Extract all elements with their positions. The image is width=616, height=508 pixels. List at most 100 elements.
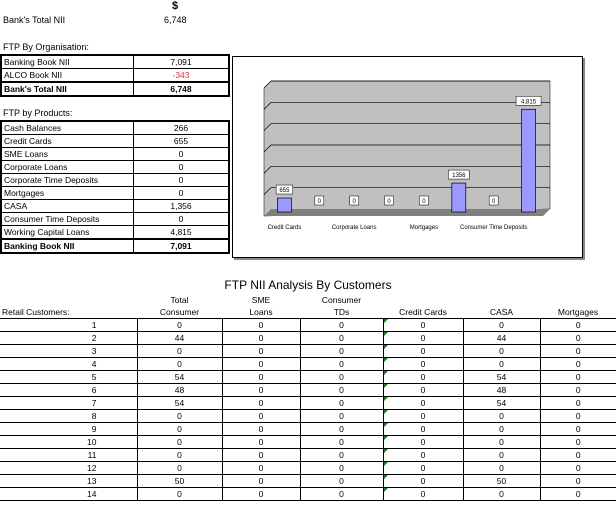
customer-value-cell: 0 [462,448,540,462]
customers-header-cell [540,294,616,306]
customer-id-cell: 9 [0,422,137,436]
org-row-value: 7,091 [133,54,230,69]
customer-value-cell: 0 [382,409,463,423]
customer-value-cell: 0 [299,487,383,501]
chart-gridline-side [263,80,272,89]
customer-value-cell: 0 [462,344,540,358]
customer-value-cell: 0 [299,422,383,436]
customers-table: Total SME Consumer Retail Customers: Consume… [0,294,616,501]
customers-header-cell [383,294,463,306]
customer-value-cell: 44 [136,331,222,345]
product-row: Mortgages 0 [0,186,230,200]
product-row-label: Credit Cards [0,134,134,148]
product-row: Credit Cards 655 [0,134,230,148]
customer-value-cell: 54 [462,396,540,410]
customer-value-cell: 0 [462,318,540,332]
customers-header-row: Total SME Consumer [0,294,616,306]
customer-value-cell: 0 [221,422,300,436]
product-row-value: 266 [133,120,230,135]
customer-value-cell: 0 [221,370,300,384]
customers-header-cell: Credit Cards [383,306,463,319]
customer-value-cell: 0 [382,370,463,384]
product-row-label: CASA [0,199,134,213]
product-row: Working Capital Loans 4,815 [0,225,230,240]
customer-value-cell: 0 [539,487,616,501]
customer-value-cell: 0 [136,448,222,462]
customers-header-cell: CASA [463,306,540,319]
customer-id-cell: 4 [0,357,137,371]
products-chart[interactable]: 655 Credit Cards 0 0 Corporate Loans 0 0 Mortga… [232,56,583,258]
customer-value-cell: 0 [382,331,463,345]
table-row: 14 0 0 0 0 0 0 [0,487,616,501]
customer-value-cell: 0 [539,435,616,449]
customer-value-cell: 0 [299,344,383,358]
chart-data-label-box [488,195,499,206]
customer-value-cell: 0 [299,383,383,397]
customer-value-cell: 50 [462,474,540,488]
customer-value-cell: 0 [382,448,463,462]
chart-data-label-box [515,96,542,106]
customer-value-cell: 0 [539,409,616,423]
products-section-title: FTP by Products: [3,108,73,118]
customer-value-cell: 0 [299,331,383,345]
product-row: CASA 1,356 [0,199,230,213]
customer-value-cell: 0 [299,370,383,384]
org-total-row: Bank's Total NII 6,748 [0,81,230,97]
customers-header-cell: Consumer [137,306,222,319]
product-row-value: 0 [133,160,230,174]
customer-value-cell: 0 [299,318,383,332]
chart-data-label: 0 [318,199,322,205]
customer-value-cell: 0 [299,461,383,475]
customer-value-cell: 0 [221,357,300,371]
customer-value-cell: 0 [221,474,300,488]
chart-gridline-side [263,166,272,174]
product-row-label: Mortgages [0,186,134,200]
customer-value-cell: 0 [221,409,300,423]
chart-data-label: 0 [353,199,357,205]
product-total-value: 7,091 [133,238,230,254]
product-row-label: Corporate Loans [0,160,134,174]
chart-data-label: 655 [279,188,290,194]
customer-value-cell: 0 [462,487,540,501]
chart-data-label-box [314,195,325,206]
product-row-label: Cash Balances [0,120,134,135]
customer-value-cell: 0 [539,396,616,410]
customer-value-cell: 0 [221,344,300,358]
customers-header-cell: TDs [300,306,383,319]
chart-data-label: 0 [387,199,391,205]
chart-data-label-box [419,195,429,206]
chart-data-label: 0 [492,199,496,205]
chart-data-label-box [448,169,470,180]
customer-value-cell: 0 [539,422,616,436]
table-row: 6 48 0 0 0 48 0 [0,383,616,397]
chart-floor [264,209,550,216]
customer-value-cell: 0 [382,461,463,475]
table-row: 5 54 0 0 0 54 0 [0,370,616,384]
product-row-value: 4,815 [133,225,230,240]
org-table: Banking Book NII 7,091 ALCO Book NII -343 Ba… [0,54,230,97]
customer-value-cell: 0 [382,383,463,397]
customer-value-cell: 0 [382,357,463,371]
customer-id-cell: 5 [0,370,137,384]
chart-data-label: 1356 [452,173,466,179]
customer-id-cell: 7 [0,396,137,410]
chart-bar [277,197,292,213]
customer-value-cell: 0 [539,344,616,358]
org-row-value: -343 [133,68,230,83]
customer-value-cell: 0 [221,396,300,410]
customer-id-cell: 8 [0,409,137,423]
currency-header: $ [172,0,179,12]
customers-header-row: Retail Customers: Consumer Loans TDs Credit … [0,306,616,319]
customer-id-cell: 3 [0,344,137,358]
customer-value-cell: 0 [382,422,463,436]
customer-value-cell: 0 [136,318,222,332]
customer-value-cell: 0 [221,487,300,501]
chart-gridline-side [263,144,272,153]
customer-value-cell: 0 [462,435,540,449]
product-row-value: 655 [133,134,230,148]
product-row: Corporate Time Deposits 0 [0,173,230,187]
product-row-value: 1,356 [133,199,230,213]
